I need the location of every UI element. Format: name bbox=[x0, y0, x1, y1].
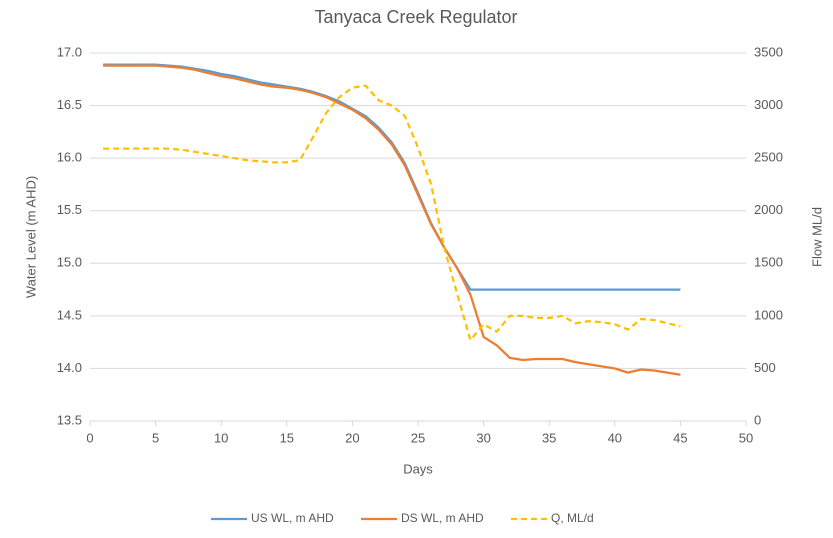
legend-label: US WL, m AHD bbox=[251, 511, 334, 525]
y2-tick-label: 0 bbox=[754, 412, 761, 427]
x-tick-label: 35 bbox=[542, 430, 556, 445]
x-axis-label: Days bbox=[403, 461, 433, 476]
x-tick-label: 0 bbox=[86, 430, 93, 445]
y2-tick-label: 2500 bbox=[754, 150, 783, 165]
y-tick-label: 16.0 bbox=[57, 150, 82, 165]
series-line bbox=[103, 84, 681, 342]
y2-tick-label: 2000 bbox=[754, 202, 783, 217]
chart-title: Tanyaca Creek Regulator bbox=[314, 7, 517, 27]
y-tick-label: 15.0 bbox=[57, 255, 82, 270]
y2-tick-label: 3500 bbox=[754, 44, 783, 59]
y2-tick-label: 500 bbox=[754, 360, 776, 375]
x-tick-label: 50 bbox=[739, 430, 753, 445]
x-tick-label: 10 bbox=[214, 430, 228, 445]
x-tick-label: 30 bbox=[476, 430, 490, 445]
y2-axis-label: Flow ML/d bbox=[809, 207, 824, 267]
x-tick-label: 25 bbox=[411, 430, 425, 445]
x-tick-label: 5 bbox=[152, 430, 159, 445]
y-tick-label: 16.5 bbox=[57, 97, 82, 112]
y-tick-label: 17.0 bbox=[57, 44, 82, 59]
x-tick-label: 20 bbox=[345, 430, 359, 445]
series-line bbox=[103, 64, 681, 376]
x-tick-label: 45 bbox=[673, 430, 687, 445]
legend-label: Q, ML/d bbox=[551, 511, 594, 525]
y-tick-label: 14.0 bbox=[57, 360, 82, 375]
legend-label: DS WL, m AHD bbox=[401, 511, 484, 525]
y-tick-label: 15.5 bbox=[57, 202, 82, 217]
y-axis-label: Water Level (m AHD) bbox=[23, 176, 38, 298]
series-line bbox=[103, 63, 681, 291]
x-tick-label: 40 bbox=[608, 430, 622, 445]
y2-tick-label: 1500 bbox=[754, 255, 783, 270]
y-tick-label: 14.5 bbox=[57, 307, 82, 322]
y2-tick-label: 1000 bbox=[754, 307, 783, 322]
x-tick-label: 15 bbox=[280, 430, 294, 445]
y-tick-label: 13.5 bbox=[57, 412, 82, 427]
y2-tick-label: 3000 bbox=[754, 97, 783, 112]
